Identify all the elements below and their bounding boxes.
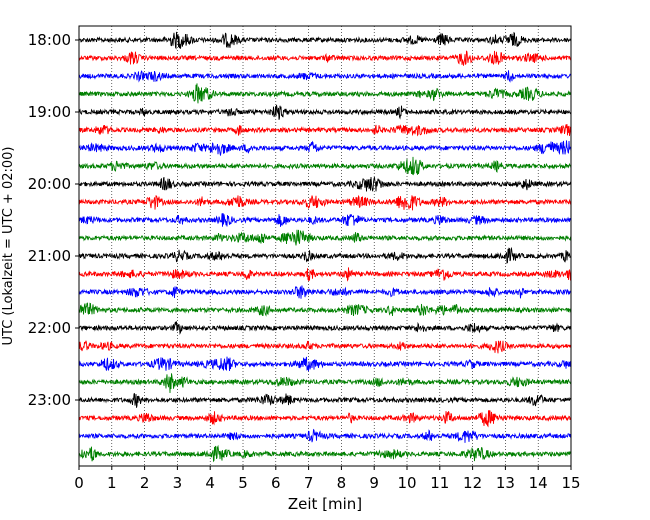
plot-frame bbox=[78, 25, 572, 467]
trace-line bbox=[78, 212, 572, 227]
trace-line bbox=[78, 194, 572, 211]
x-tick-label: 2 bbox=[140, 474, 150, 492]
trace-line bbox=[78, 70, 572, 83]
trace-line bbox=[78, 176, 572, 192]
x-tick-label: 7 bbox=[304, 474, 314, 492]
x-tick-label: 0 bbox=[74, 474, 84, 492]
y-tick-label: 18:00 bbox=[28, 31, 71, 49]
trace-line bbox=[78, 428, 572, 443]
trace-line bbox=[78, 285, 572, 299]
trace-line bbox=[78, 302, 572, 317]
x-tick-label: 6 bbox=[271, 474, 281, 492]
trace-line bbox=[78, 356, 572, 372]
trace-line bbox=[78, 340, 572, 354]
trace-line bbox=[78, 410, 572, 428]
trace-line bbox=[78, 267, 572, 282]
y-axis-label: UTC (Lokalzeit = UTC + 02:00) bbox=[1, 147, 16, 346]
y-tick-label: 19:00 bbox=[28, 103, 71, 121]
trace-line bbox=[78, 104, 572, 120]
trace-line bbox=[78, 392, 572, 408]
x-tick-label: 5 bbox=[238, 474, 248, 492]
traces-group bbox=[78, 31, 572, 463]
x-tick-label: 13 bbox=[496, 474, 515, 492]
trace-line bbox=[78, 156, 572, 176]
x-tick-label: 12 bbox=[463, 474, 482, 492]
y-tick-label: 22:00 bbox=[28, 319, 71, 337]
x-axis-ticks: 0 1 2 3 4 5 6 7 8 9 10 11 12 13 14 15 bbox=[74, 466, 581, 492]
x-tick-label: 14 bbox=[529, 474, 548, 492]
trace-line bbox=[78, 373, 572, 394]
trace-line bbox=[78, 140, 572, 156]
y-tick-label: 20:00 bbox=[28, 175, 71, 193]
x-tick-label: 9 bbox=[369, 474, 379, 492]
x-tick-label: 1 bbox=[107, 474, 117, 492]
trace-line bbox=[78, 50, 572, 66]
x-axis-label: Zeit [min] bbox=[288, 495, 362, 513]
x-tick-label: 3 bbox=[173, 474, 183, 492]
x-tick-label: 11 bbox=[430, 474, 449, 492]
trace-line bbox=[78, 229, 572, 246]
trace-line bbox=[78, 321, 572, 335]
x-tick-label: 15 bbox=[561, 474, 580, 492]
y-axis-ticks: 18:00 19:00 20:00 21:00 22:00 23:00 bbox=[28, 31, 79, 409]
x-tick-label: 4 bbox=[205, 474, 215, 492]
grid-lines bbox=[111, 26, 539, 466]
trace-line bbox=[78, 31, 572, 50]
trace-line bbox=[78, 124, 572, 137]
trace-line bbox=[78, 83, 572, 104]
x-tick-label: 10 bbox=[397, 474, 416, 492]
y-tick-label: 23:00 bbox=[28, 391, 71, 409]
y-tick-label: 21:00 bbox=[28, 247, 71, 265]
trace-line bbox=[78, 246, 572, 264]
plot-background bbox=[79, 26, 571, 466]
x-tick-label: 8 bbox=[337, 474, 347, 492]
trace-line bbox=[78, 444, 572, 463]
